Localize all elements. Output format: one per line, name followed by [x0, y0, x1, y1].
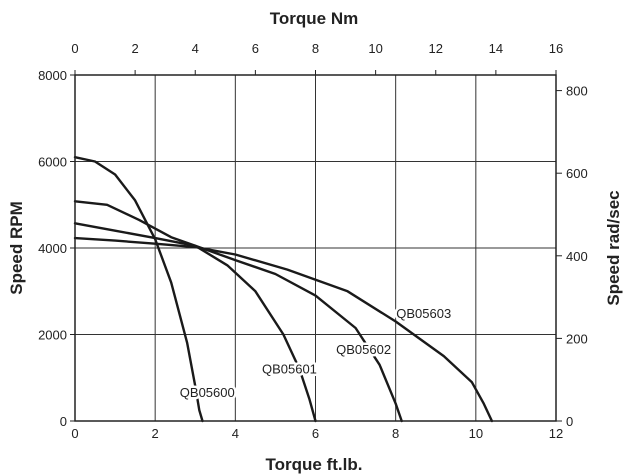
series-line-qb05602	[73, 222, 403, 423]
series-label-qb05603: QB05603	[396, 306, 451, 321]
y-left-tick-label: 0	[60, 414, 67, 429]
series-label-halo: QB05603	[396, 306, 451, 321]
y-left-tick-label: 4000	[38, 241, 67, 256]
x-top-tick-label: 6	[252, 41, 259, 56]
series-label-qb05600: QB05600	[180, 385, 235, 400]
gridlines	[75, 75, 556, 421]
series-line-qb05601	[73, 200, 317, 423]
x-axis-top-title: Torque Nm	[270, 9, 358, 28]
y-right-tick-label: 400	[566, 249, 588, 264]
x-top-tick-label: 4	[192, 41, 199, 56]
x-bottom-tick-label: 12	[549, 426, 563, 441]
x-top-tick-label: 0	[71, 41, 78, 56]
y-right-tick-label: 200	[566, 331, 588, 346]
y-right-tick-label: 600	[566, 166, 588, 181]
y-left-tick-label: 2000	[38, 328, 67, 343]
axis-ticks: 0 2 4 6 8 10 120 2 4 6 8 10 12 14 16020004000600080000…	[38, 41, 588, 441]
x-bottom-tick-label: 0	[71, 426, 78, 441]
x-top-tick-label: 12	[429, 41, 443, 56]
x-top-tick-label: 2	[132, 41, 139, 56]
x-top-tick-label: 16	[549, 41, 563, 56]
x-bottom-tick-label: 10	[469, 426, 483, 441]
y-right-tick-label: 0	[566, 414, 573, 429]
series-line-qb05600	[73, 155, 204, 423]
x-axis-bottom-title: Torque ft.lb.	[266, 455, 363, 474]
series-labels: QB05600QB05600QB05601QB05601QB05602QB056…	[177, 304, 453, 403]
y-left-tick-label: 6000	[38, 155, 67, 170]
x-bottom-tick-label: 4	[232, 426, 239, 441]
y-right-tick-label: 800	[566, 84, 588, 99]
y-axis-left-title: Speed RPM	[7, 201, 26, 295]
x-top-tick-label: 8	[312, 41, 319, 56]
series-label-qb05601: QB05601	[262, 361, 317, 376]
y-left-tick-label: 8000	[38, 68, 67, 83]
series-label-halo: QB05602	[336, 342, 391, 357]
series-line-qb05603	[73, 236, 494, 423]
series-label-qb05602: QB05602	[336, 342, 391, 357]
y-axis-right-title: Speed rad/sec	[604, 190, 623, 305]
speed-torque-curves	[73, 155, 494, 423]
series-label-halo: QB05600	[180, 385, 235, 400]
x-top-tick-label: 14	[489, 41, 503, 56]
x-bottom-tick-label: 6	[312, 426, 319, 441]
x-bottom-tick-label: 8	[392, 426, 399, 441]
series-label-halo: QB05601	[262, 361, 317, 376]
x-top-tick-label: 10	[368, 41, 382, 56]
x-bottom-tick-label: 2	[152, 426, 159, 441]
